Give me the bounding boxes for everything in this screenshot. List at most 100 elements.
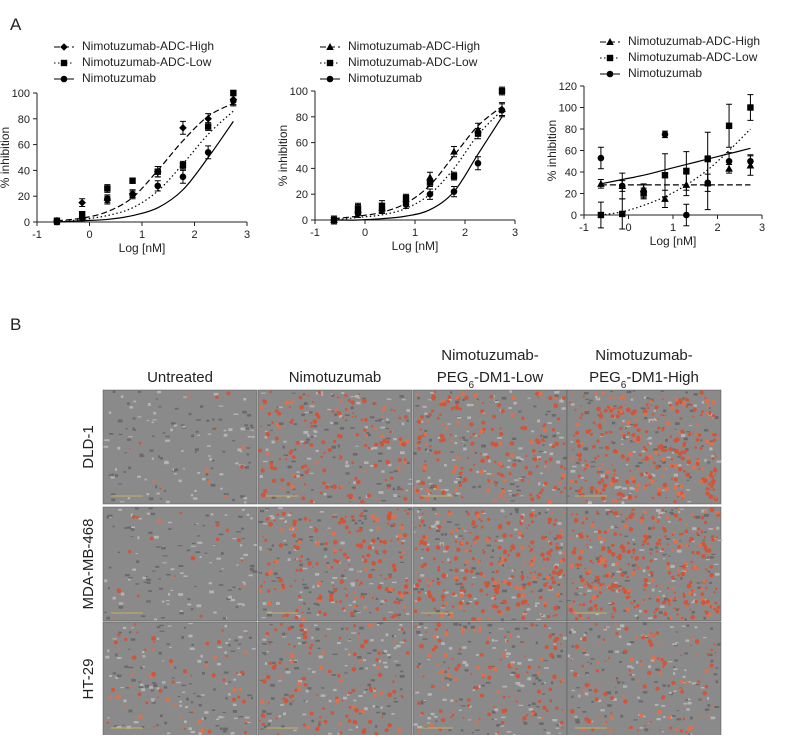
stained-cell xyxy=(703,478,708,483)
cell xyxy=(300,474,304,476)
stained-cell xyxy=(631,513,634,516)
stained-cell xyxy=(623,590,627,594)
cell xyxy=(673,690,676,691)
stained-cell xyxy=(417,572,419,574)
stained-cell xyxy=(455,406,460,411)
cell xyxy=(367,652,371,654)
stained-cell xyxy=(239,688,242,691)
cell xyxy=(677,550,682,553)
stained-cell xyxy=(384,599,387,602)
stained-cell xyxy=(628,727,630,729)
stained-cell xyxy=(578,463,580,465)
cell xyxy=(128,710,132,713)
stained-cell xyxy=(529,493,532,496)
stained-cell xyxy=(534,555,536,557)
cell xyxy=(585,399,589,400)
stained-cell xyxy=(643,486,647,490)
stained-cell xyxy=(419,525,422,528)
stained-cell xyxy=(507,581,512,586)
cell xyxy=(107,717,109,718)
legend-label: Nimotuzumab xyxy=(348,71,422,85)
cell xyxy=(520,495,523,496)
cell xyxy=(288,551,291,554)
cell xyxy=(528,659,532,661)
stained-cell xyxy=(460,589,463,592)
stained-cell xyxy=(454,488,458,492)
cell xyxy=(468,622,470,624)
cell xyxy=(250,430,254,431)
cell xyxy=(183,575,187,577)
stained-cell xyxy=(689,431,691,433)
stained-cell xyxy=(365,470,367,472)
stained-cell xyxy=(290,585,292,587)
stained-cell xyxy=(580,535,584,539)
cell xyxy=(243,398,246,400)
stained-cell xyxy=(268,702,270,704)
cell xyxy=(501,511,505,513)
stained-cell xyxy=(680,654,682,656)
cell xyxy=(427,659,430,660)
cell xyxy=(284,455,288,457)
stained-cell xyxy=(260,699,264,703)
cell xyxy=(413,723,417,725)
cell xyxy=(250,565,255,567)
cell xyxy=(652,589,655,592)
stained-cell xyxy=(685,731,687,733)
marker xyxy=(451,188,458,195)
stained-cell xyxy=(717,605,721,609)
stained-cell xyxy=(584,468,586,470)
cell xyxy=(519,705,524,706)
stained-cell xyxy=(380,442,384,446)
stained-cell xyxy=(715,588,717,590)
stained-cell xyxy=(589,560,592,563)
cell xyxy=(298,518,302,520)
stained-cell xyxy=(552,428,555,431)
cell xyxy=(270,515,274,517)
stained-cell xyxy=(691,404,693,406)
cell xyxy=(676,631,679,632)
stained-cell xyxy=(697,429,699,431)
cell xyxy=(265,662,267,665)
cell xyxy=(317,614,320,616)
stained-cell xyxy=(534,455,536,457)
cell xyxy=(467,416,471,418)
stained-cell xyxy=(463,576,467,580)
cell xyxy=(471,404,474,406)
cell xyxy=(647,583,650,584)
stained-cell xyxy=(487,479,489,481)
stained-cell xyxy=(417,436,422,441)
cell xyxy=(516,682,521,685)
cell xyxy=(168,593,170,596)
cell xyxy=(617,486,621,488)
stained-cell xyxy=(481,609,485,613)
micrograph xyxy=(413,622,567,735)
stained-cell xyxy=(544,624,547,627)
stained-cell xyxy=(509,472,512,475)
cell xyxy=(266,449,269,451)
cell xyxy=(178,545,183,546)
cell xyxy=(502,397,507,400)
cell xyxy=(541,683,544,685)
stained-cell xyxy=(354,519,356,521)
cell xyxy=(213,545,216,546)
stained-cell xyxy=(404,509,406,511)
cell xyxy=(407,462,410,464)
stained-cell xyxy=(469,422,473,426)
stained-cell xyxy=(353,624,356,627)
stained-cell xyxy=(299,405,304,410)
stained-cell xyxy=(686,473,691,478)
stained-cell xyxy=(438,566,441,569)
stained-cell xyxy=(374,443,378,447)
stained-cell xyxy=(153,480,156,483)
stained-cell xyxy=(190,675,192,677)
cell xyxy=(631,678,634,680)
marker xyxy=(427,179,433,185)
cell xyxy=(213,688,215,691)
cell xyxy=(571,441,573,443)
cell xyxy=(191,608,194,610)
y-tick-label: 60 xyxy=(18,140,30,152)
stained-cell xyxy=(416,665,419,668)
cell xyxy=(616,516,619,517)
stained-cell xyxy=(499,561,503,565)
cell xyxy=(303,393,306,395)
